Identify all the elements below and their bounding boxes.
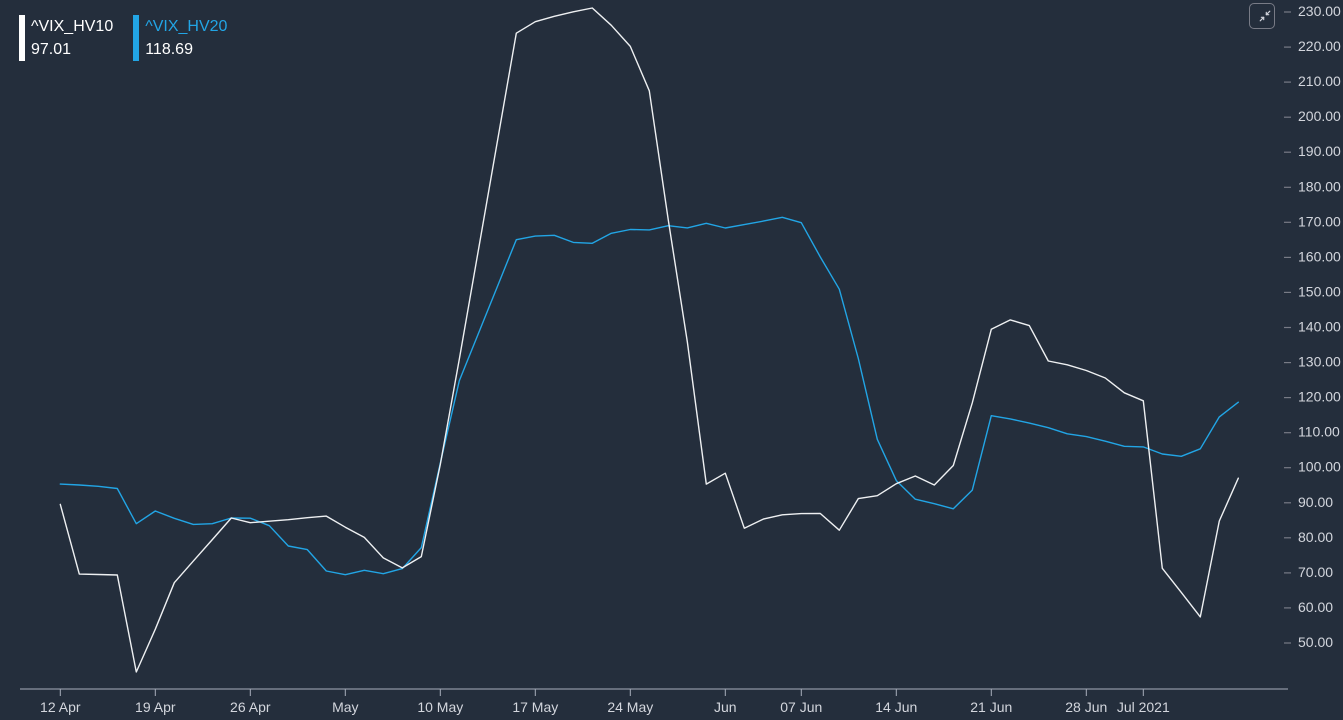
svg-text:90.00: 90.00 <box>1298 494 1333 510</box>
svg-text:Jun: Jun <box>714 699 737 715</box>
svg-text:50.00: 50.00 <box>1298 634 1333 650</box>
svg-text:12 Apr: 12 Apr <box>40 699 81 715</box>
svg-text:21 Jun: 21 Jun <box>970 699 1012 715</box>
svg-text:130.00: 130.00 <box>1298 354 1341 370</box>
svg-text:190.00: 190.00 <box>1298 143 1341 159</box>
svg-text:26 Apr: 26 Apr <box>230 699 271 715</box>
svg-text:17 May: 17 May <box>512 699 558 715</box>
svg-text:220.00: 220.00 <box>1298 38 1341 54</box>
svg-text:120.00: 120.00 <box>1298 389 1341 405</box>
svg-text:70.00: 70.00 <box>1298 564 1333 580</box>
svg-text:100.00: 100.00 <box>1298 459 1341 475</box>
svg-text:10 May: 10 May <box>417 699 463 715</box>
svg-text:14 Jun: 14 Jun <box>875 699 917 715</box>
svg-text:Jul 2021: Jul 2021 <box>1117 699 1170 715</box>
svg-text:24 May: 24 May <box>607 699 653 715</box>
svg-text:170.00: 170.00 <box>1298 213 1341 229</box>
svg-text:80.00: 80.00 <box>1298 529 1333 545</box>
svg-text:May: May <box>332 699 358 715</box>
svg-text:19 Apr: 19 Apr <box>135 699 176 715</box>
svg-text:160.00: 160.00 <box>1298 248 1341 264</box>
svg-text:110.00: 110.00 <box>1298 424 1340 440</box>
svg-text:230.00: 230.00 <box>1298 3 1341 19</box>
svg-text:60.00: 60.00 <box>1298 599 1333 615</box>
svg-text:180.00: 180.00 <box>1298 178 1341 194</box>
svg-text:07 Jun: 07 Jun <box>780 699 822 715</box>
svg-text:150.00: 150.00 <box>1298 283 1341 299</box>
svg-text:28 Jun: 28 Jun <box>1065 699 1107 715</box>
svg-text:140.00: 140.00 <box>1298 319 1341 335</box>
svg-text:200.00: 200.00 <box>1298 108 1341 124</box>
svg-text:210.00: 210.00 <box>1298 73 1341 89</box>
